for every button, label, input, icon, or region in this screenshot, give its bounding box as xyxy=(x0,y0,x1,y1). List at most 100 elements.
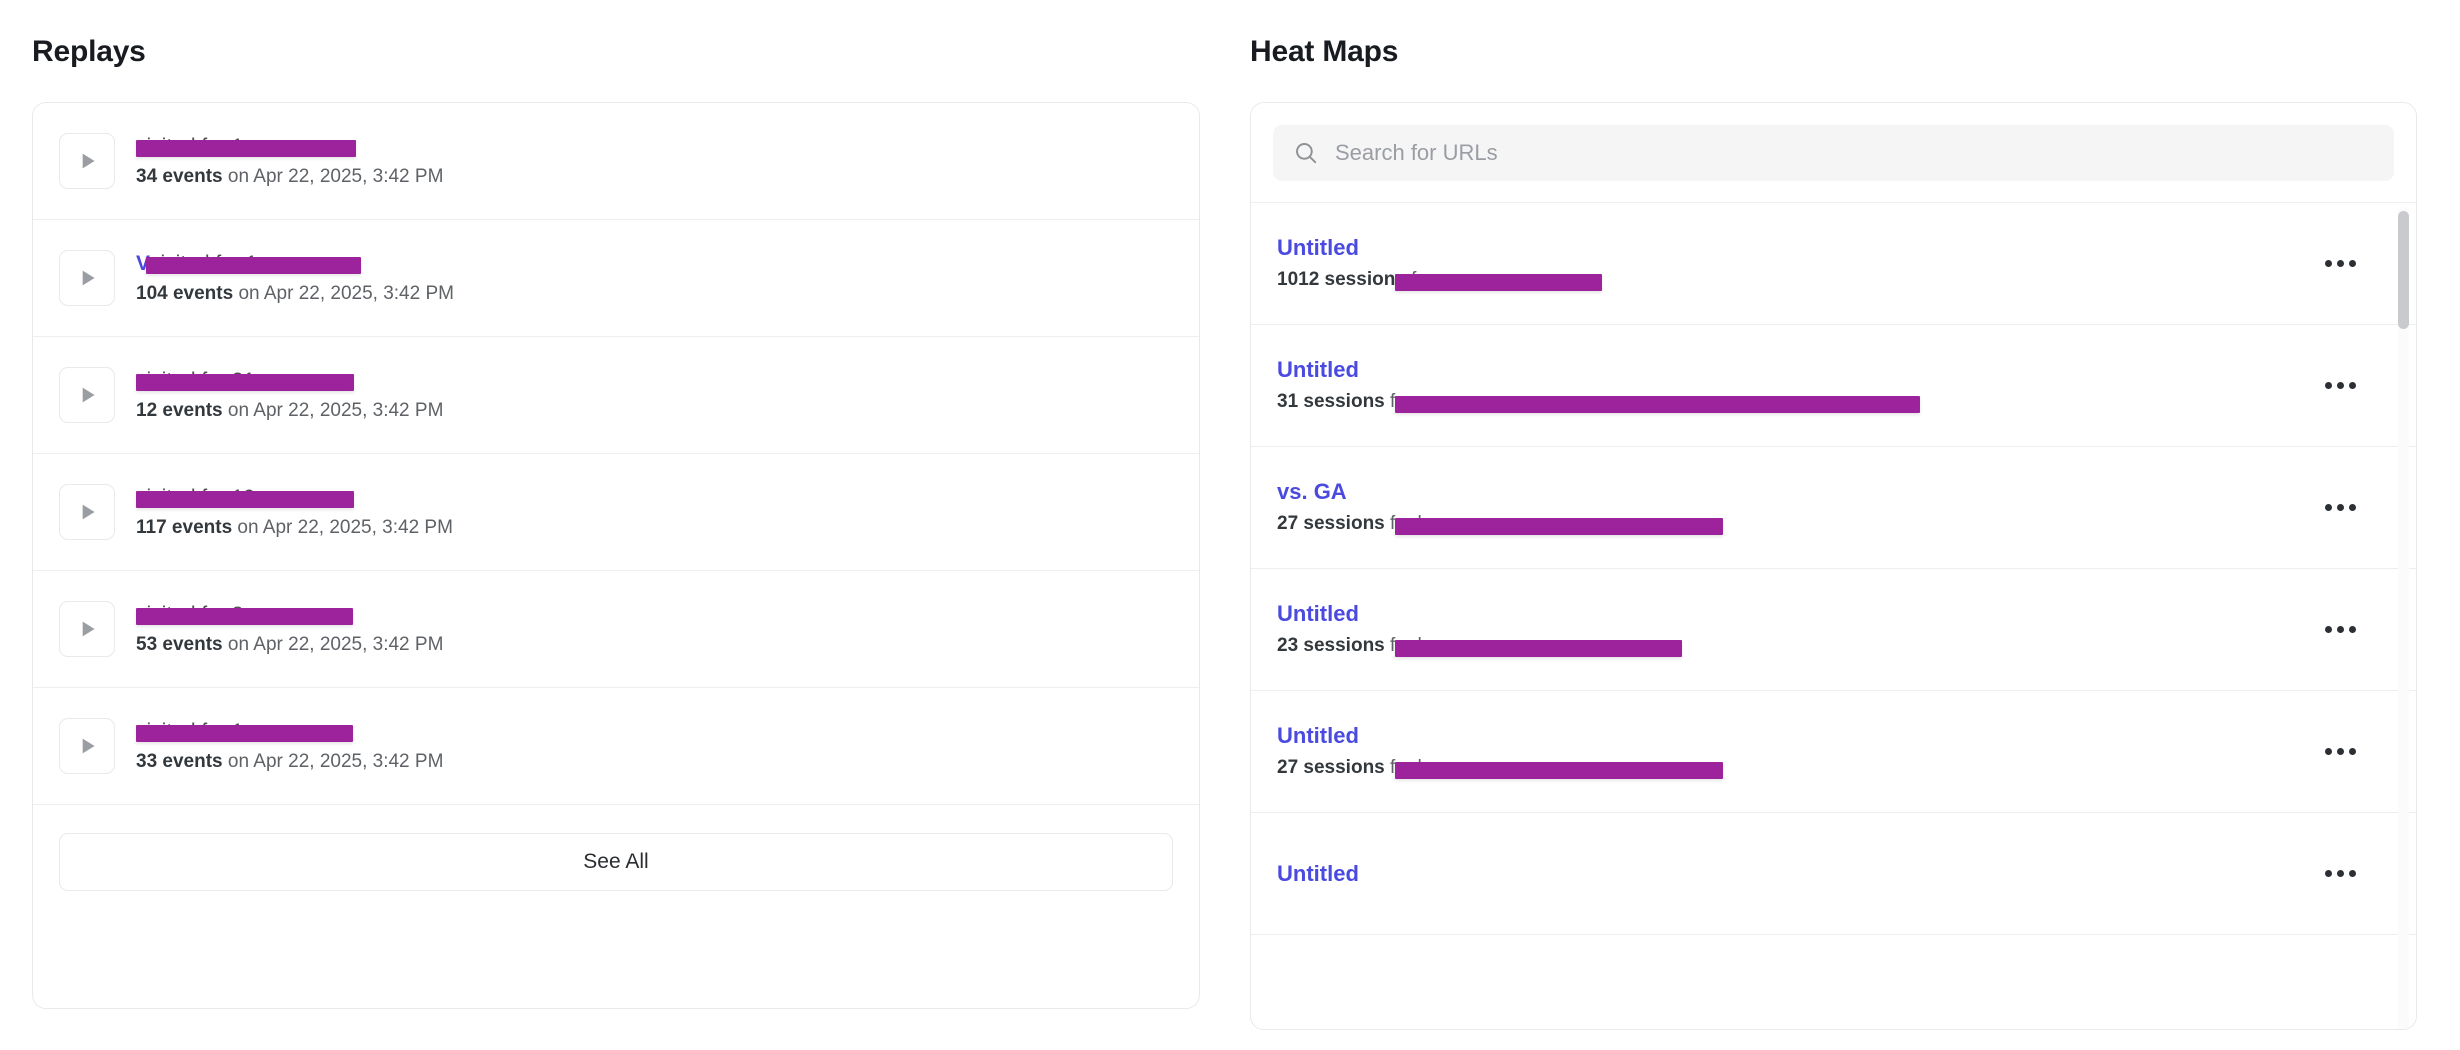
replay-meta: 104 events on Apr 22, 2025, 3:42 PM xyxy=(136,282,454,306)
heatmaps-card: Untitled 1012 sessions for Untitled 31 s… xyxy=(1250,102,2417,1030)
replay-timestamp: Apr 22, 2025, 3:42 PM xyxy=(253,165,444,187)
replay-meta: 33 events on Apr 22, 2025, 3:42 PM xyxy=(136,750,443,774)
play-icon[interactable] xyxy=(59,484,115,540)
replay-on-label: on xyxy=(237,516,259,538)
ellipsis-icon[interactable] xyxy=(2317,738,2364,765)
heatmap-for-label: for h xyxy=(1390,513,1429,534)
heatmap-for-label: for xyxy=(1411,269,1434,290)
replay-event-count: 12 events xyxy=(136,399,223,421)
heatmap-for-label: for h xyxy=(1390,635,1429,656)
replay-timestamp: Apr 22, 2025, 3:42 PM xyxy=(263,282,454,304)
replay-row[interactable]: Vvisited for 1m 104 events on Apr 22, 20… xyxy=(33,220,1199,337)
redaction-bar xyxy=(1395,640,1682,657)
heatmap-left: Untitled 27 sessions for h xyxy=(1277,723,1723,780)
heatmap-meta: 31 sessions for xyxy=(1277,390,1920,414)
ellipsis-icon[interactable] xyxy=(2317,372,2364,399)
heatmap-title-link[interactable]: Untitled xyxy=(1277,723,1359,748)
replay-timestamp: Apr 22, 2025, 3:42 PM xyxy=(253,750,444,772)
heatmaps-scrollbar-thumb[interactable] xyxy=(2398,211,2409,329)
heatmap-for-label: for xyxy=(1390,391,1413,412)
replay-event-count: 104 events xyxy=(136,282,234,304)
search-input[interactable] xyxy=(1335,125,2374,181)
redaction-bar xyxy=(1395,762,1723,779)
redaction-bar xyxy=(1395,518,1723,535)
search-box[interactable] xyxy=(1273,125,2394,181)
heatmap-left: Untitled 23 sessions for h xyxy=(1277,601,1682,658)
heatmap-meta: 23 sessions for h xyxy=(1277,634,1682,658)
ellipsis-icon[interactable] xyxy=(2317,250,2364,277)
replay-on-label: on xyxy=(227,750,250,772)
replay-meta: 12 events on Apr 22, 2025, 3:42 PM xyxy=(136,399,443,423)
heatmap-left: Untitled xyxy=(1277,861,1359,887)
heatmap-left: Untitled 31 sessions for xyxy=(1277,357,1920,414)
replay-text: visited for 1m 33 events on Apr 22, 2025… xyxy=(136,719,443,774)
play-icon[interactable] xyxy=(59,718,115,774)
play-icon[interactable] xyxy=(59,601,115,657)
replay-headline: visited for 19m xyxy=(136,485,453,511)
heatmap-meta: 27 sessions for h xyxy=(1277,756,1723,780)
replay-text: visited for 1m 34 events on Apr 22, 2025… xyxy=(136,134,443,189)
replay-row[interactable]: visited for 21m 12 events on Apr 22, 202… xyxy=(33,337,1199,454)
heatmap-session-count: 27 sessions xyxy=(1277,513,1385,534)
replay-on-label: on xyxy=(227,399,250,421)
replay-text: visited for 21m 12 events on Apr 22, 202… xyxy=(136,368,443,423)
heatmaps-list: Untitled 1012 sessions for Untitled 31 s… xyxy=(1251,203,2416,1029)
replay-headline-suffix: visited for 8m xyxy=(136,602,261,626)
play-icon[interactable] xyxy=(59,367,115,423)
heatmap-title-link[interactable]: Untitled xyxy=(1277,235,1359,260)
replay-event-count: 53 events xyxy=(136,633,223,655)
heatmaps-column: Heat Maps Untitled 1012 sessi xyxy=(1250,0,2460,1030)
replay-timestamp: Apr 22, 2025, 3:42 PM xyxy=(253,399,444,421)
heatmap-row[interactable]: Untitled xyxy=(1251,813,2416,935)
heatmap-row[interactable]: vs. GA 27 sessions for h xyxy=(1251,447,2416,569)
heatmap-row[interactable]: Untitled 31 sessions for xyxy=(1251,325,2416,447)
play-icon[interactable] xyxy=(59,133,115,189)
see-all-button[interactable]: See All xyxy=(59,833,1173,891)
replay-row[interactable]: visited for 1m 33 events on Apr 22, 2025… xyxy=(33,688,1199,805)
replay-headline: visited for 1m xyxy=(136,719,443,745)
replays-list: visited for 1m 34 events on Apr 22, 2025… xyxy=(33,103,1199,805)
replay-text: Vvisited for 1m 104 events on Apr 22, 20… xyxy=(136,251,454,306)
replay-headline-suffix: visited for 21m xyxy=(136,368,273,392)
replay-meta: 53 events on Apr 22, 2025, 3:42 PM xyxy=(136,633,443,657)
ellipsis-icon[interactable] xyxy=(2317,616,2364,643)
replay-row[interactable]: visited for 19m 117 events on Apr 22, 20… xyxy=(33,454,1199,571)
heatmap-session-count: 23 sessions xyxy=(1277,635,1385,656)
ellipsis-icon[interactable] xyxy=(2317,860,2364,887)
heatmaps-scrollbar[interactable] xyxy=(2398,207,2409,1029)
replay-headline: visited for 21m xyxy=(136,368,443,394)
heatmap-title-link[interactable]: vs. GA xyxy=(1277,479,1347,504)
heatmap-title-link[interactable]: Untitled xyxy=(1277,357,1359,382)
replays-column: Replays visited for 1m 34 events on Apr … xyxy=(32,0,1250,1009)
replay-headline: visited for 8m xyxy=(136,602,443,628)
heatmap-row[interactable]: Untitled 27 sessions for h xyxy=(1251,691,2416,813)
replay-text: visited for 19m 117 events on Apr 22, 20… xyxy=(136,485,453,540)
replay-meta: 117 events on Apr 22, 2025, 3:42 PM xyxy=(136,516,453,540)
heatmap-meta: 27 sessions for h xyxy=(1277,512,1723,536)
redaction-bar xyxy=(1395,396,1920,413)
replay-meta: 34 events on Apr 22, 2025, 3:42 PM xyxy=(136,165,443,189)
heatmap-title-link[interactable]: Untitled xyxy=(1277,860,1359,886)
replay-row[interactable]: visited for 8m 53 events on Apr 22, 2025… xyxy=(33,571,1199,688)
heatmap-row[interactable]: Untitled 1012 sessions for xyxy=(1251,203,2416,325)
heatmaps-search-container xyxy=(1251,103,2416,203)
heatmaps-section-title: Heat Maps xyxy=(1250,35,1399,68)
replay-headline-suffix: visited for 1m xyxy=(136,719,261,743)
heatmap-row[interactable]: Untitled 23 sessions for h xyxy=(1251,569,2416,691)
ellipsis-icon[interactable] xyxy=(2317,494,2364,521)
heatmap-title-link[interactable]: Untitled xyxy=(1277,601,1359,626)
heatmap-left: vs. GA 27 sessions for h xyxy=(1277,479,1723,536)
replay-event-count: 33 events xyxy=(136,750,223,772)
replay-text: visited for 8m 53 events on Apr 22, 2025… xyxy=(136,602,443,657)
replay-row[interactable]: visited for 1m 34 events on Apr 22, 2025… xyxy=(33,103,1199,220)
heatmap-left: Untitled 1012 sessions for xyxy=(1277,235,1602,292)
replay-visitor-name[interactable]: V xyxy=(136,251,151,275)
play-icon[interactable] xyxy=(59,250,115,306)
replays-section-title: Replays xyxy=(32,35,146,68)
replay-on-label: on xyxy=(227,633,250,655)
replay-event-count: 117 events xyxy=(136,516,233,538)
replay-headline-suffix: visited for 19m xyxy=(136,485,273,509)
replay-on-label: on xyxy=(227,165,250,187)
replay-headline-suffix: visited for 1m xyxy=(150,251,275,275)
